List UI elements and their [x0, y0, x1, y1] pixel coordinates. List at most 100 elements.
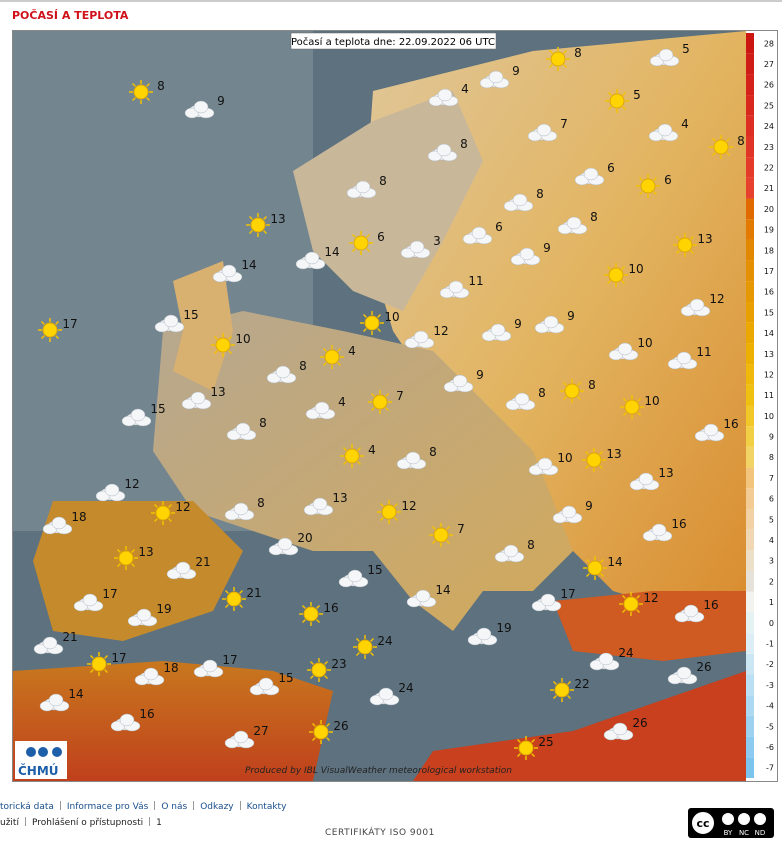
temperature-layer: 8 5 9 8 9 4 5 7 4 8 8 6 6 8 8 13 8 6 6 3 9 13 14 14 10 11 12 10 9 9 17… [33, 42, 745, 760]
sun-ray [104, 654, 109, 659]
legend-swatch [746, 488, 754, 509]
cloud-puff [536, 123, 552, 137]
separator [149, 817, 151, 826]
temperature: 10 [637, 336, 652, 350]
cloud-puff [413, 330, 429, 344]
temperature: 12 [643, 591, 658, 605]
cloud-icon [95, 483, 126, 502]
temperature: 13 [270, 212, 285, 226]
sun-ray [131, 548, 136, 553]
sun-disc [311, 662, 327, 678]
cloud-puff [519, 247, 535, 261]
cloud-puff [378, 687, 394, 701]
cloud-puff [612, 722, 628, 736]
license-badge[interactable]: cc BY NC ND [688, 808, 774, 838]
sun-ray [599, 465, 604, 470]
sun-ray [567, 695, 572, 700]
sun-ray [379, 517, 384, 522]
legend-label-bg [754, 302, 777, 323]
iso-certificates[interactable]: CERTIFIKÁTY ISO 9001 [325, 828, 435, 838]
temperature: 4 [681, 117, 689, 131]
cloud-icon [608, 342, 639, 361]
temperature: 3 [433, 234, 441, 248]
sun-ray [548, 49, 553, 54]
sun-ray [316, 604, 321, 609]
sun-ray [621, 609, 626, 614]
legend-swatch [746, 426, 754, 447]
legend-label-bg [754, 239, 777, 261]
sun-ray [366, 233, 371, 238]
cloud-puff [503, 544, 519, 558]
cloud-icon [680, 298, 711, 317]
sun-ray [621, 594, 626, 599]
land-britain [173, 261, 233, 391]
legend-label-bg [754, 633, 777, 654]
cloud-icon [667, 351, 698, 370]
legend-swatch [746, 736, 754, 758]
sun-icon [320, 345, 344, 369]
temperature: 10 [557, 451, 572, 465]
sun-icon [368, 390, 392, 414]
license-icon [738, 813, 750, 825]
legend-label-bg [754, 529, 777, 551]
cloud-puff [540, 593, 556, 607]
temperature: 19 [156, 602, 171, 616]
sun-ray [351, 233, 356, 238]
cloud-puff [703, 423, 719, 437]
legend-swatch [746, 53, 754, 75]
sun-ray [309, 660, 314, 665]
sun-ray [224, 589, 229, 594]
cloud-icon [226, 422, 257, 441]
temperature: 12 [433, 324, 448, 338]
footer-link[interactable]: Informace pro Vás [66, 802, 149, 812]
footer-link[interactable]: Prohlášení o přístupnosti [31, 818, 144, 828]
legend-tick-label: 18 [764, 246, 774, 255]
temperature: 23 [331, 657, 346, 671]
legend-swatch [746, 674, 754, 696]
logo-dot [26, 747, 36, 757]
sun-icon [636, 174, 660, 198]
temperature: 15 [367, 563, 382, 577]
legend-tick-label: 28 [764, 39, 774, 48]
legend-swatch [746, 115, 754, 137]
footer-link[interactable]: O nás [161, 802, 188, 812]
separator [24, 817, 26, 826]
temperature: 8 [737, 134, 745, 148]
temperature: 7 [396, 389, 404, 403]
cloud-icon [667, 666, 698, 685]
footer-link[interactable]: Kontakty [246, 802, 287, 812]
temperature: 14 [607, 555, 622, 569]
cloud-puff [235, 422, 251, 436]
cloud-icon [481, 323, 512, 342]
cloud-puff [512, 193, 528, 207]
cc-logo: cc [696, 817, 709, 830]
legend-swatch [746, 364, 754, 385]
legend-tick-label: -1 [766, 639, 774, 648]
legend-label-bg [754, 591, 777, 613]
cloud-puff [583, 167, 599, 181]
footer-link[interactable]: torická data [0, 802, 54, 812]
sun-ray [116, 548, 121, 553]
temperature: 7 [560, 117, 568, 131]
footer-link[interactable]: 1 [156, 818, 162, 828]
footer-links: torická data Informace pro Vás O nás Odkazy… [0, 801, 286, 812]
legend-tick-label: -5 [766, 722, 774, 731]
footer-link[interactable]: užití [0, 818, 19, 828]
cloud-puff [658, 48, 674, 62]
sun-ray [131, 97, 136, 102]
temperature: 26 [333, 719, 348, 733]
sun-disc [433, 527, 449, 543]
cloud-icon [406, 589, 437, 608]
legend-tick-label: 13 [764, 350, 774, 359]
temperature: 13 [606, 447, 621, 461]
temperature: 12 [401, 499, 416, 513]
cloud-puff [51, 516, 67, 530]
map-caption: Počasí a teplota dne: 22.09.2022 06 UTC [291, 36, 495, 48]
cloud-puff [566, 216, 582, 230]
legend-swatch [746, 302, 754, 323]
cloud-puff [476, 627, 492, 641]
footer-link[interactable]: Odkazy [200, 802, 234, 812]
sun-disc [586, 452, 602, 468]
legend-swatch [746, 198, 754, 220]
